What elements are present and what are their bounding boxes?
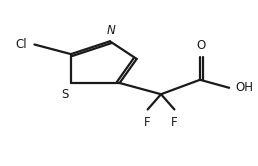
Text: S: S [61,88,69,101]
Text: Cl: Cl [15,38,27,51]
Text: N: N [107,24,116,37]
Text: F: F [171,116,178,129]
Text: OH: OH [235,81,253,94]
Text: F: F [144,116,151,129]
Text: O: O [197,39,206,52]
